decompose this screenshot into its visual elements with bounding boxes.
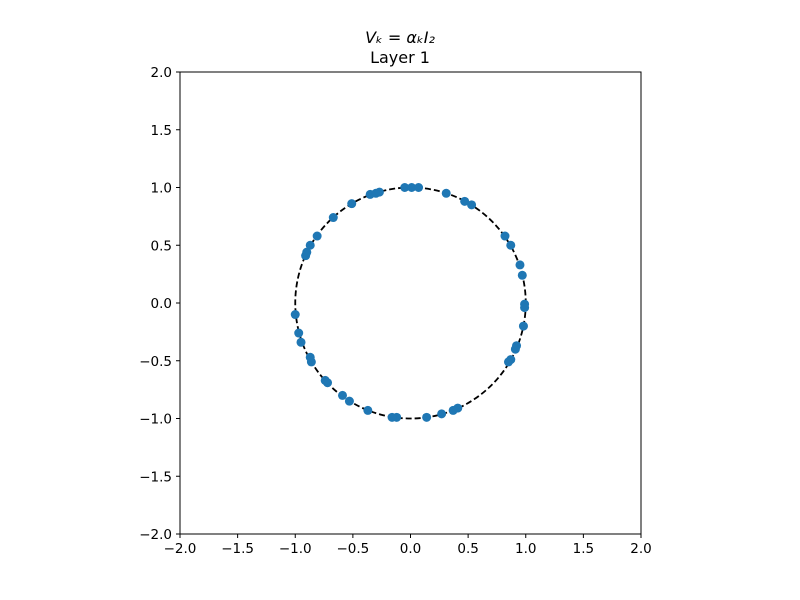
data-point xyxy=(510,344,520,354)
data-point xyxy=(520,303,530,313)
data-point xyxy=(302,247,312,257)
y-tick-label: 0.0 xyxy=(151,296,172,312)
data-point xyxy=(441,188,451,198)
data-point xyxy=(422,412,432,422)
data-point xyxy=(338,390,348,400)
data-point xyxy=(400,183,410,192)
data-point xyxy=(448,405,458,415)
y-tick-label: 1.0 xyxy=(151,181,172,197)
x-tick-label: 1.0 xyxy=(515,541,536,557)
data-point xyxy=(500,231,510,241)
data-point xyxy=(460,196,470,206)
data-point xyxy=(515,260,525,270)
data-point xyxy=(437,409,447,419)
x-tick-label: −1.0 xyxy=(279,541,312,557)
x-tick-label: 0.0 xyxy=(400,541,421,557)
data-point xyxy=(518,321,528,331)
data-point xyxy=(414,183,424,192)
chart-title: Vₖ = αₖI₂ xyxy=(365,28,435,47)
axis-ticks: −2.0 −1.5 −1.0 −0.5 0.0 0.5 1.0 1.5 2.0 −2.0 −1.5 −… xyxy=(139,65,652,557)
y-tick-label: −1.5 xyxy=(139,469,172,485)
data-point xyxy=(506,240,516,250)
x-tick-label: 0.5 xyxy=(457,541,478,557)
x-tick-label: 2.0 xyxy=(630,541,651,557)
y-tick-label: −2.0 xyxy=(139,527,172,543)
data-point xyxy=(320,375,330,385)
data-point xyxy=(296,337,306,347)
y-tick-label: −0.5 xyxy=(139,354,172,370)
x-tick-label: −1.5 xyxy=(221,541,254,557)
data-point xyxy=(374,187,384,197)
x-tick-label: 1.5 xyxy=(573,541,594,557)
x-tick-label: −0.5 xyxy=(336,541,369,557)
x-tick-label: −2.0 xyxy=(164,541,197,557)
data-point xyxy=(305,352,315,362)
y-tick-label: 0.5 xyxy=(151,238,172,254)
y-tick-label: 2.0 xyxy=(151,65,172,81)
data-point xyxy=(407,183,417,192)
data-point xyxy=(328,213,338,223)
data-point xyxy=(517,270,527,280)
data-point xyxy=(467,200,477,210)
y-tick-label: −1.0 xyxy=(139,412,172,428)
data-point xyxy=(290,310,300,320)
data-point xyxy=(363,405,373,415)
data-point xyxy=(344,396,354,406)
y-tick-label: 1.5 xyxy=(151,123,172,139)
data-point xyxy=(294,328,304,338)
chart-subtitle: Layer 1 xyxy=(370,48,430,67)
data-point xyxy=(312,231,322,241)
data-point xyxy=(503,357,513,367)
data-point xyxy=(347,199,357,209)
data-point xyxy=(387,412,397,422)
axes-frame xyxy=(179,71,642,535)
data-points xyxy=(290,183,530,422)
data-point xyxy=(305,240,315,250)
